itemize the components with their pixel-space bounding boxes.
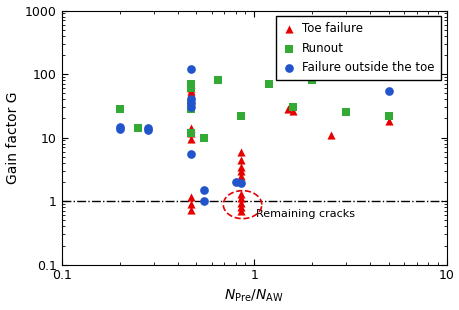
Toe failure [187,208,194,213]
Failure outside the toe [144,126,151,131]
X-axis label: $N_{\mathregular{Pre}}/N_{\mathregular{AW}}$: $N_{\mathregular{Pre}}/N_{\mathregular{A… [224,288,283,304]
Toe failure [187,93,194,98]
Failure outside the toe [200,188,207,193]
Failure outside the toe [384,88,392,93]
Failure outside the toe [116,127,123,132]
Toe failure [187,126,194,131]
Toe failure [236,200,244,205]
Runout [265,82,273,86]
Toe failure [187,195,194,200]
Runout [134,126,142,131]
Failure outside the toe [231,179,239,184]
Toe failure [236,208,244,213]
Failure outside the toe [187,97,194,102]
Toe failure [187,202,194,206]
Runout [187,107,194,112]
Runout [187,100,194,105]
Toe failure [187,91,194,96]
Failure outside the toe [200,199,207,204]
Runout [308,78,315,83]
Legend: Toe failure, Runout, Failure outside the toe: Toe failure, Runout, Failure outside the… [275,16,440,80]
Toe failure [187,95,194,100]
Toe failure [384,119,392,124]
Runout [187,82,194,86]
Toe failure [284,107,291,112]
Toe failure [236,164,244,169]
Runout [214,78,221,83]
Runout [236,113,244,118]
Runout [341,110,349,115]
Failure outside the toe [116,125,123,130]
Runout [116,107,123,112]
Runout [200,135,207,140]
Toe failure [236,191,244,196]
Toe failure [187,82,194,86]
Runout [187,86,194,91]
Toe failure [236,168,244,173]
Runout [384,113,392,118]
Failure outside the toe [187,67,194,72]
Toe failure [289,109,297,114]
Runout [289,105,297,110]
Toe failure [187,136,194,141]
Toe failure [236,157,244,162]
Toe failure [236,196,244,201]
Failure outside the toe [187,105,194,110]
Toe failure [187,88,194,93]
Failure outside the toe [187,100,194,105]
Toe failure [187,130,194,135]
Failure outside the toe [144,128,151,133]
Toe failure [187,86,194,91]
Toe failure [236,149,244,154]
Toe failure [236,205,244,210]
Toe failure [236,173,244,178]
Runout [187,130,194,135]
Y-axis label: Gain factor G: Gain factor G [6,91,20,184]
Failure outside the toe [187,152,194,157]
Toe failure [326,132,334,137]
Failure outside the toe [236,181,244,186]
Text: Remaining cracks: Remaining cracks [255,209,354,219]
